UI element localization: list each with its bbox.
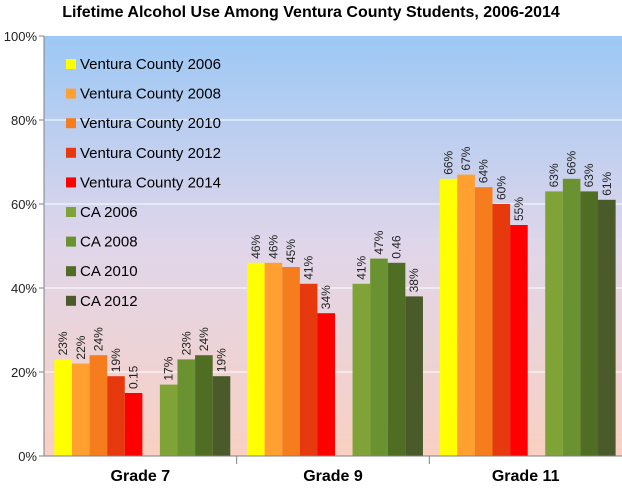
legend-label: CA 2012: [80, 293, 138, 310]
bar: [545, 191, 563, 456]
y-tick-label: 0%: [18, 449, 37, 464]
data-label: 46%: [266, 234, 280, 258]
data-label: 63%: [582, 163, 596, 187]
bar: [580, 191, 599, 456]
legend-swatch: [66, 59, 76, 69]
y-tick-label: 100%: [4, 29, 38, 44]
x-tick-label: Grade 11: [492, 468, 560, 485]
bar: [492, 204, 511, 456]
data-label: 66%: [565, 150, 579, 174]
x-tick-label: Grade 9: [303, 468, 363, 485]
bar: [317, 313, 336, 456]
data-label: 24%: [197, 327, 211, 351]
data-label: 23%: [179, 331, 193, 355]
legend-swatch: [66, 266, 76, 277]
legend-label: CA 2006: [80, 204, 138, 221]
bar: [598, 199, 616, 457]
data-label: 61%: [600, 171, 614, 195]
data-label: 0.46: [390, 235, 404, 259]
data-label: 0.15: [127, 365, 141, 389]
data-label: 41%: [302, 255, 316, 279]
data-label: 23%: [56, 331, 70, 355]
data-label: 47%: [372, 230, 386, 254]
legend-label: Ventura County 2008: [80, 86, 221, 103]
legend: Ventura County 2006 Ventura County 2008 Ve…: [66, 56, 221, 310]
legend-swatch: [66, 147, 76, 158]
bar: [54, 359, 72, 456]
legend-swatch: [66, 118, 76, 129]
legend-label: Ventura County 2014: [80, 174, 221, 191]
legend-label: CA 2010: [80, 263, 138, 280]
x-tick-label: Grade 7: [111, 468, 171, 485]
data-label: 17%: [162, 356, 176, 380]
bar: [264, 262, 283, 456]
data-label: 45%: [284, 239, 298, 263]
y-tick-label: 60%: [11, 197, 37, 212]
data-label: 66%: [442, 150, 456, 174]
data-label: 63%: [547, 163, 561, 187]
bar: [247, 262, 265, 456]
y-tick-label: 80%: [11, 113, 37, 128]
chart-title: Lifetime Alcohol Use Among Ventura Count…: [62, 4, 560, 21]
bar: [370, 258, 388, 456]
bar: [510, 225, 528, 456]
bar: [71, 363, 90, 456]
bar: [439, 178, 458, 457]
data-label: 38%: [407, 268, 421, 292]
legend-swatch: [66, 177, 76, 188]
data-label: 34%: [319, 285, 333, 309]
data-label: 22%: [74, 335, 88, 359]
data-label: 19%: [109, 348, 123, 372]
bar: [387, 262, 406, 456]
bar: [457, 174, 475, 456]
data-label: 41%: [354, 255, 368, 279]
legend-label: Ventura County 2006: [80, 56, 221, 73]
data-label: 19%: [214, 348, 228, 372]
y-tick-label: 40%: [11, 281, 37, 296]
data-label: 46%: [249, 234, 263, 258]
legend-label: Ventura County 2010: [80, 115, 221, 132]
bar: [299, 283, 318, 456]
data-label: 55%: [512, 197, 526, 221]
bar: [159, 384, 178, 456]
legend-swatch: [66, 295, 76, 306]
legend-label: Ventura County 2012: [80, 145, 221, 162]
bar: [352, 283, 371, 456]
data-label: 67%: [459, 146, 473, 170]
bar: [562, 178, 581, 457]
bar: [107, 376, 125, 456]
legend-label: CA 2008: [80, 234, 138, 251]
bar: [177, 359, 196, 456]
bar: [282, 267, 300, 456]
legend-swatch: [66, 88, 76, 99]
bar: [405, 296, 423, 456]
legend-swatch: [66, 236, 76, 247]
legend-swatch: [66, 207, 76, 217]
bar: [124, 393, 143, 456]
y-tick-label: 20%: [11, 365, 37, 380]
bar: [89, 355, 108, 456]
bar: [195, 355, 213, 456]
data-label: 24%: [91, 327, 105, 351]
bar: [474, 187, 493, 456]
bar: [212, 376, 231, 456]
data-label: 64%: [477, 159, 491, 183]
data-label: 60%: [494, 176, 508, 200]
